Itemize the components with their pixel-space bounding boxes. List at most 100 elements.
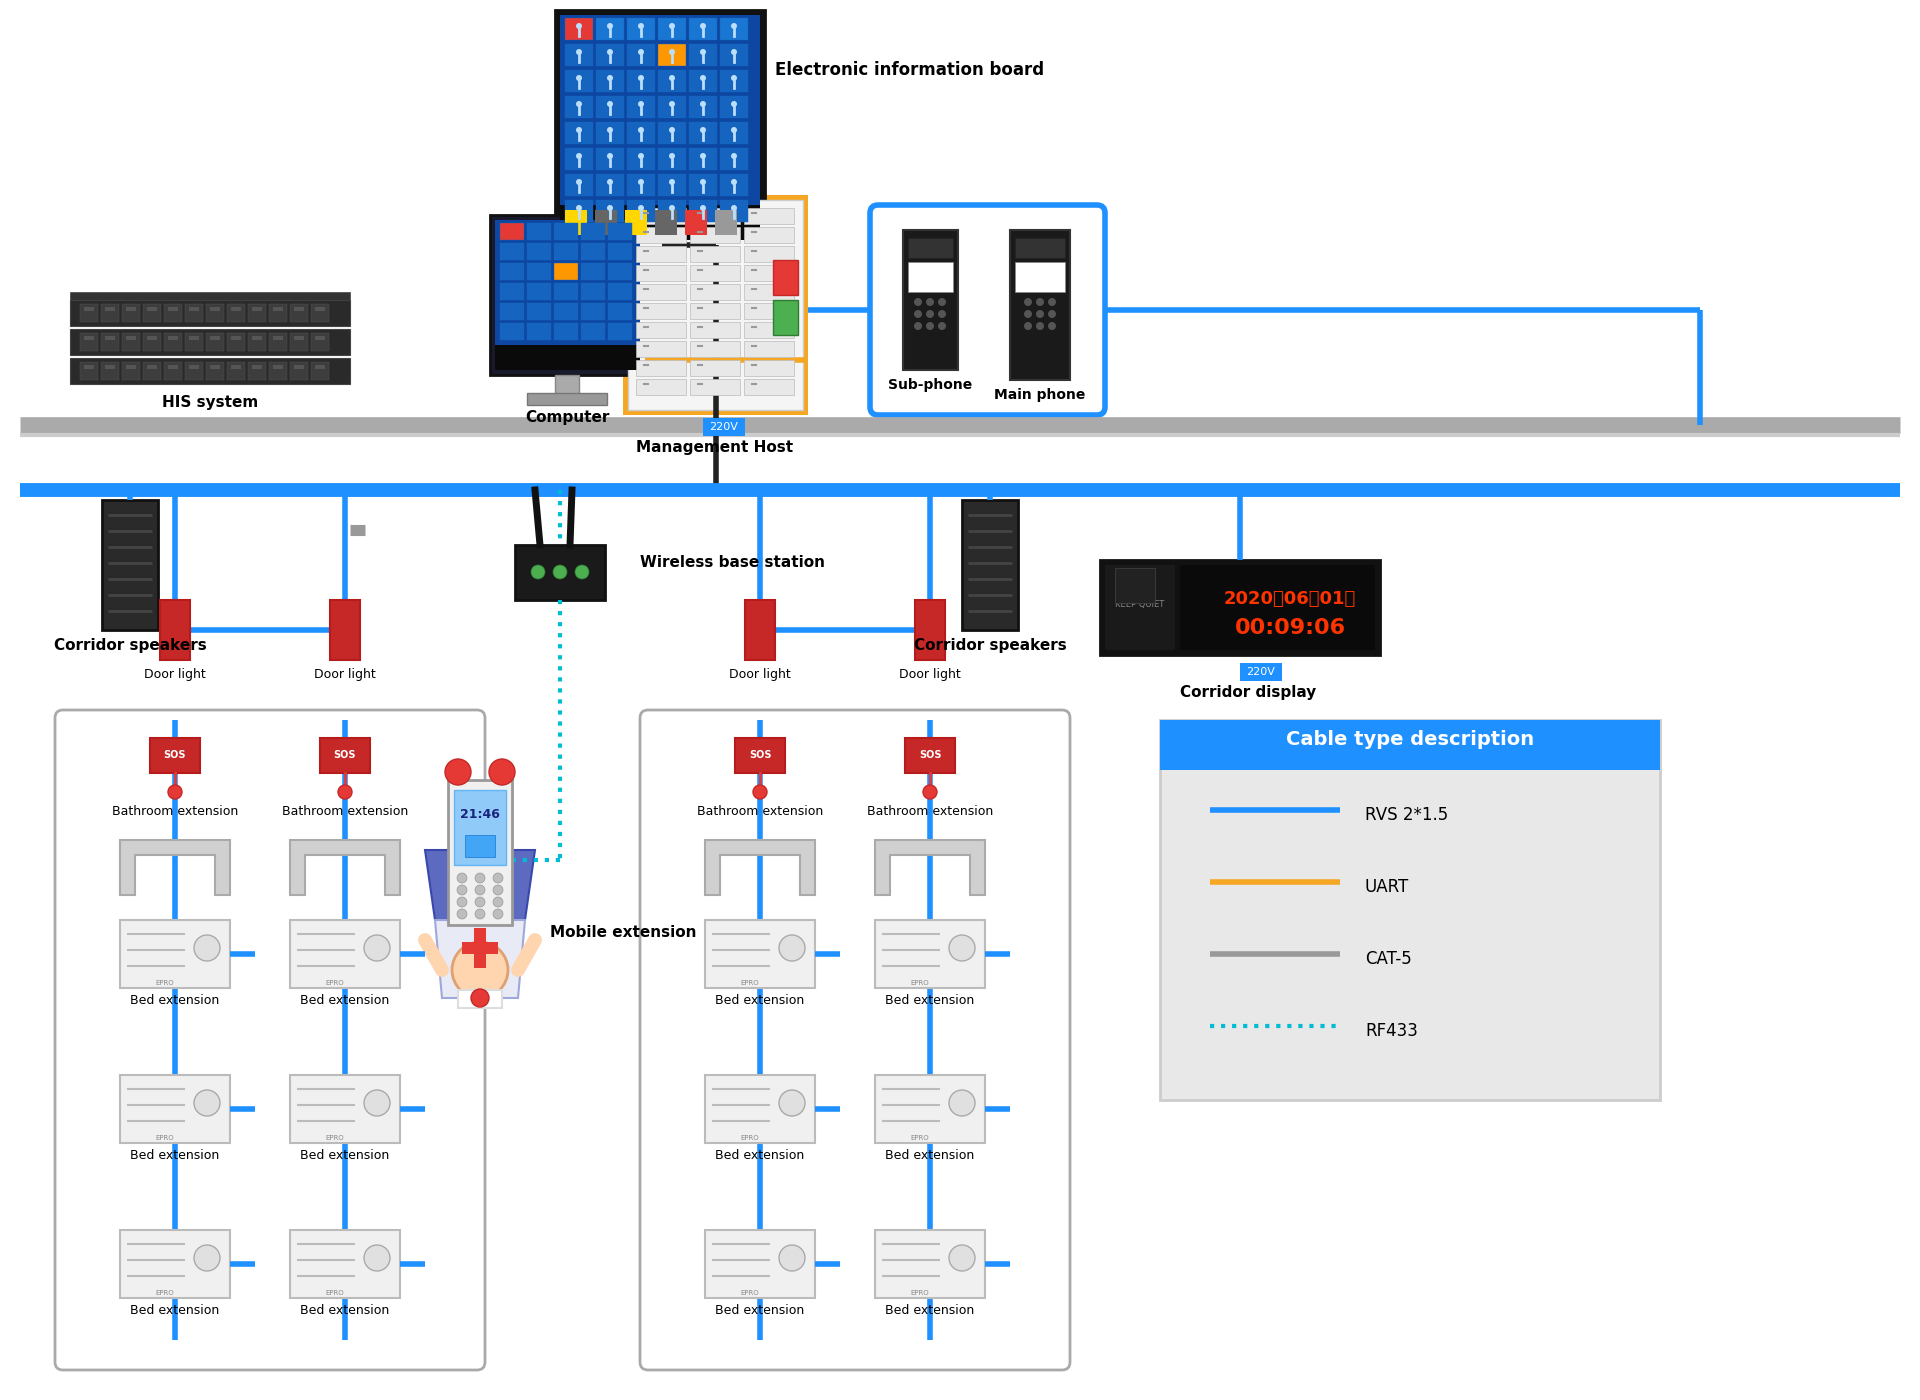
- Bar: [555, 283, 578, 300]
- Bar: [227, 363, 246, 379]
- Bar: [315, 336, 324, 340]
- Bar: [1016, 238, 1066, 258]
- Circle shape: [338, 785, 351, 799]
- Bar: [720, 148, 749, 169]
- Bar: [689, 322, 739, 337]
- Circle shape: [637, 127, 643, 133]
- Text: 00:09:06: 00:09:06: [1235, 617, 1346, 638]
- Polygon shape: [119, 840, 230, 895]
- Bar: [689, 97, 716, 118]
- Text: SOS: SOS: [920, 750, 941, 760]
- Bar: [582, 302, 605, 321]
- Circle shape: [732, 49, 737, 55]
- Bar: [123, 333, 140, 351]
- Bar: [720, 200, 749, 223]
- Bar: [526, 393, 607, 405]
- Circle shape: [668, 22, 676, 29]
- Bar: [106, 336, 115, 340]
- Bar: [628, 97, 655, 118]
- Text: Bathroom extension: Bathroom extension: [866, 805, 993, 818]
- Bar: [1100, 560, 1380, 655]
- Bar: [582, 244, 605, 260]
- Bar: [447, 780, 513, 925]
- Bar: [720, 122, 749, 144]
- Bar: [169, 365, 179, 370]
- Bar: [628, 174, 655, 196]
- Circle shape: [474, 874, 486, 883]
- Circle shape: [194, 1091, 221, 1116]
- Bar: [1010, 230, 1069, 379]
- Bar: [184, 363, 204, 379]
- Bar: [876, 1231, 985, 1298]
- Text: Computer: Computer: [524, 410, 609, 426]
- Text: EPRO: EPRO: [156, 1289, 175, 1296]
- Text: Main phone: Main phone: [995, 388, 1085, 402]
- Text: Bed extension: Bed extension: [885, 1303, 975, 1317]
- Bar: [561, 15, 760, 204]
- Bar: [659, 174, 685, 196]
- Bar: [1016, 262, 1066, 293]
- Bar: [609, 283, 632, 300]
- Text: Bed extension: Bed extension: [885, 994, 975, 1007]
- Text: SOS: SOS: [334, 750, 357, 760]
- Bar: [526, 283, 551, 300]
- Circle shape: [607, 76, 612, 81]
- Bar: [595, 122, 624, 144]
- Bar: [188, 365, 200, 370]
- Bar: [81, 333, 98, 351]
- Bar: [555, 10, 764, 245]
- Bar: [230, 365, 242, 370]
- Circle shape: [576, 204, 582, 211]
- Bar: [595, 210, 616, 235]
- Bar: [555, 302, 578, 321]
- Circle shape: [457, 909, 467, 918]
- Circle shape: [925, 309, 933, 318]
- Bar: [69, 329, 349, 356]
- Circle shape: [532, 566, 545, 580]
- Bar: [564, 43, 593, 66]
- Bar: [636, 302, 685, 319]
- Text: Bed extension: Bed extension: [885, 1149, 975, 1162]
- Circle shape: [607, 153, 612, 160]
- Bar: [622, 195, 808, 414]
- Bar: [689, 379, 739, 395]
- Circle shape: [701, 22, 707, 29]
- Bar: [463, 942, 497, 953]
- Circle shape: [457, 897, 467, 907]
- Text: EPRO: EPRO: [326, 1289, 344, 1296]
- Bar: [745, 227, 795, 244]
- Bar: [252, 307, 261, 311]
- Circle shape: [576, 49, 582, 55]
- Bar: [315, 307, 324, 311]
- Circle shape: [732, 153, 737, 160]
- Bar: [119, 1231, 230, 1298]
- Polygon shape: [876, 840, 985, 895]
- Text: Bed extension: Bed extension: [131, 1303, 219, 1317]
- Circle shape: [194, 935, 221, 960]
- Bar: [720, 97, 749, 118]
- Circle shape: [1048, 298, 1056, 307]
- Text: 220V: 220V: [1246, 666, 1275, 678]
- Bar: [595, 18, 624, 41]
- Circle shape: [948, 935, 975, 960]
- Bar: [703, 419, 745, 435]
- Circle shape: [701, 127, 707, 133]
- Bar: [188, 336, 200, 340]
- Text: Door light: Door light: [144, 668, 205, 680]
- Text: SOS: SOS: [163, 750, 186, 760]
- Bar: [184, 304, 204, 322]
- Bar: [555, 263, 578, 280]
- Bar: [290, 1075, 399, 1142]
- Text: EPRO: EPRO: [741, 1135, 758, 1141]
- Circle shape: [732, 101, 737, 106]
- Bar: [102, 500, 157, 630]
- Bar: [564, 200, 593, 223]
- Text: CAT-5: CAT-5: [1365, 951, 1411, 967]
- Bar: [636, 227, 685, 244]
- Circle shape: [701, 101, 707, 106]
- Bar: [453, 790, 507, 865]
- Text: Wireless base station: Wireless base station: [639, 554, 826, 570]
- Bar: [689, 122, 716, 144]
- Circle shape: [948, 1245, 975, 1271]
- Bar: [655, 210, 678, 235]
